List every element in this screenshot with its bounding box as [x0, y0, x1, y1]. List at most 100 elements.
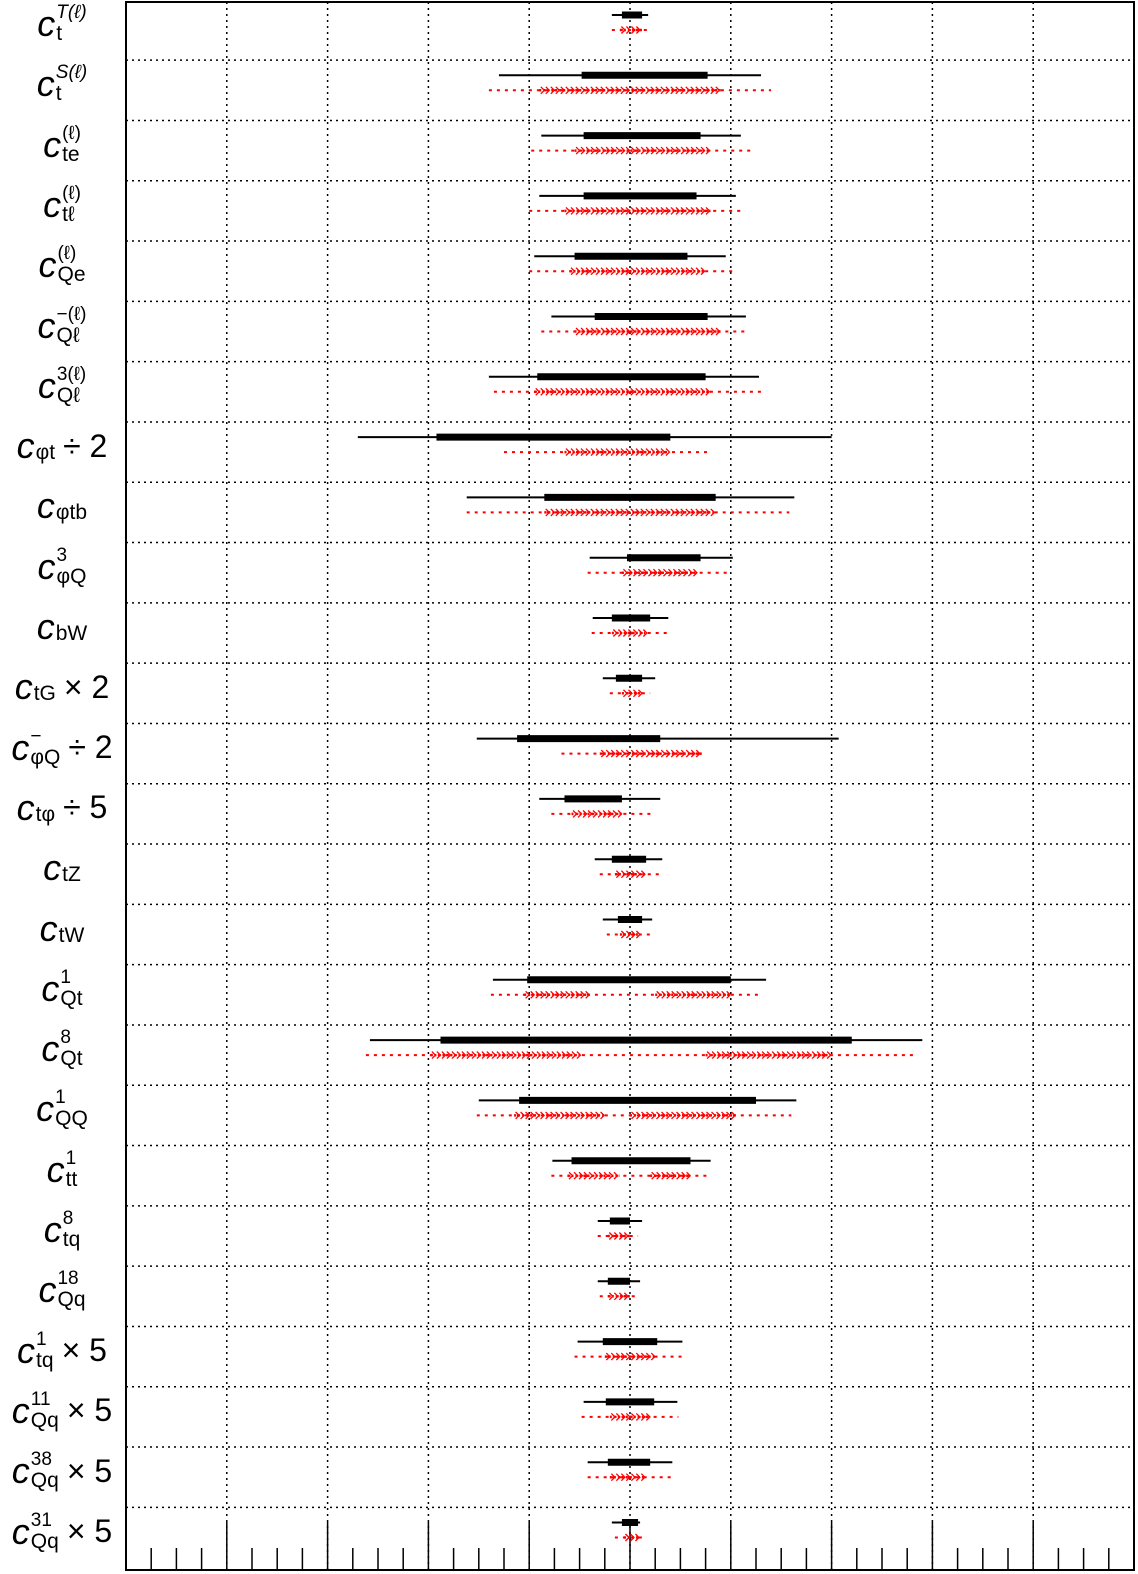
coefficient-symbol: c 3 φQ — [38, 546, 87, 588]
coefficient-subscript: tφ — [35, 802, 56, 826]
red-arrow-marker — [786, 1051, 792, 1060]
red-arrow-marker — [667, 568, 673, 577]
red-arrow-marker — [545, 387, 551, 396]
red-arrow-marker — [635, 146, 641, 155]
red-arrow-marker — [766, 1051, 772, 1060]
coefficient-subscript: bW — [55, 622, 88, 645]
red-arrow-marker — [461, 1051, 467, 1060]
red-arrow-marker — [575, 327, 581, 336]
coefficient-base: c — [36, 606, 55, 647]
red-arrow-marker — [650, 387, 656, 396]
red-arrow-marker — [605, 387, 611, 396]
red-arrow-marker — [590, 86, 596, 95]
coefficient-label: c 8 Qt — [0, 1019, 124, 1079]
red-arrow-marker — [590, 448, 596, 457]
coefficient-base: c — [43, 183, 62, 225]
red-arrow-marker — [645, 387, 651, 396]
red-arrow-marker — [630, 267, 636, 276]
coefficient-symbol: c 31 Qq × 5 — [12, 1511, 112, 1553]
red-arrow-marker — [587, 809, 593, 818]
red-arrow-marker — [716, 1051, 722, 1060]
red-arrow-marker — [665, 508, 671, 517]
red-arrow-marker — [686, 990, 692, 999]
red-arrow-marker — [580, 267, 586, 276]
red-arrow-marker — [650, 267, 656, 276]
red-arrow-marker — [556, 1051, 562, 1060]
red-arrow-marker — [555, 387, 561, 396]
coefficient-label: c 11 Qq × 5 — [0, 1381, 124, 1441]
red-arrow-marker — [680, 206, 686, 215]
red-arrow-marker — [665, 387, 671, 396]
red-arrow-marker — [781, 1051, 787, 1060]
red-arrow-marker — [625, 26, 631, 34]
red-arrow-marker — [645, 448, 651, 457]
red-arrow-marker — [620, 1352, 626, 1361]
red-arrow-marker — [657, 568, 663, 577]
red-arrow-marker — [612, 629, 618, 637]
red-arrow-marker — [630, 448, 636, 457]
red-arrow-marker — [631, 1111, 636, 1120]
red-arrow-marker — [695, 206, 701, 215]
red-arrow-marker — [610, 206, 616, 215]
coefficient-base: c — [41, 967, 60, 1009]
red-arrow-marker — [622, 568, 628, 577]
coefficient-superscript: 1 — [65, 1147, 77, 1169]
red-arrow-marker — [590, 206, 596, 215]
red-arrow-marker — [600, 508, 606, 517]
red-arrow-marker — [577, 809, 583, 818]
red-arrow-marker — [625, 86, 631, 95]
red-arrow-marker — [700, 387, 706, 396]
coefficient-subscript: tW — [58, 923, 85, 947]
red-arrow-marker — [451, 1051, 457, 1060]
red-arrow-marker — [496, 1051, 502, 1060]
red-arrow-marker — [705, 86, 711, 95]
red-arrow-marker — [640, 1352, 646, 1361]
coefficient-superscript: 8 — [62, 1208, 74, 1229]
red-arrow-marker — [625, 206, 631, 215]
red-arrow-marker — [680, 86, 686, 95]
red-arrow-marker — [610, 1352, 616, 1361]
red-arrow-marker — [575, 86, 581, 95]
red-arrow-marker — [710, 508, 716, 517]
coefficient-label: c 3(ℓ) Qℓ — [0, 356, 124, 416]
red-arrow-marker — [634, 1533, 640, 1542]
red-arrow-marker — [431, 1051, 437, 1060]
red-arrow-marker — [671, 1171, 677, 1180]
red-arrow-marker — [640, 448, 646, 457]
red-arrow-marker — [660, 267, 666, 276]
red-arrow-marker — [680, 146, 686, 155]
red-arrow-marker — [675, 508, 681, 517]
red-arrow-marker — [622, 689, 628, 698]
red-arrow-marker — [585, 508, 591, 517]
red-arrow-marker — [565, 206, 571, 215]
red-arrow-marker — [550, 387, 556, 396]
red-arrow-marker — [640, 387, 646, 396]
red-arrow-marker — [645, 206, 651, 215]
red-arrow-marker — [635, 26, 641, 34]
red-arrow-marker — [481, 1051, 487, 1060]
red-arrow-marker — [670, 508, 676, 517]
red-arrow-marker — [600, 387, 606, 396]
red-arrow-marker — [625, 327, 631, 336]
red-arrow-marker — [607, 809, 613, 818]
red-arrow-marker — [620, 206, 626, 215]
red-arrow-marker — [585, 1111, 590, 1120]
red-arrow-marker — [676, 1111, 681, 1120]
red-arrow-marker — [731, 1051, 737, 1060]
red-arrow-marker — [580, 387, 586, 396]
coefficient-subscript: te — [62, 142, 80, 166]
red-arrow-marker — [608, 1292, 614, 1301]
red-arrow-marker — [655, 146, 661, 155]
red-arrow-marker — [466, 1051, 472, 1060]
red-arrow-marker — [600, 206, 606, 215]
red-arrow-marker — [627, 629, 633, 637]
red-arrow-marker — [690, 749, 696, 758]
coefficient-base: c — [16, 786, 35, 828]
red-arrow-marker — [670, 749, 676, 758]
red-arrow-marker — [570, 86, 576, 95]
red-arrow-marker — [701, 990, 707, 999]
red-arrow-marker — [746, 1051, 752, 1060]
red-arrow-marker — [700, 508, 706, 517]
red-arrow-marker — [675, 387, 681, 396]
coefficient-symbol: c T(ℓ) t — [37, 3, 86, 45]
